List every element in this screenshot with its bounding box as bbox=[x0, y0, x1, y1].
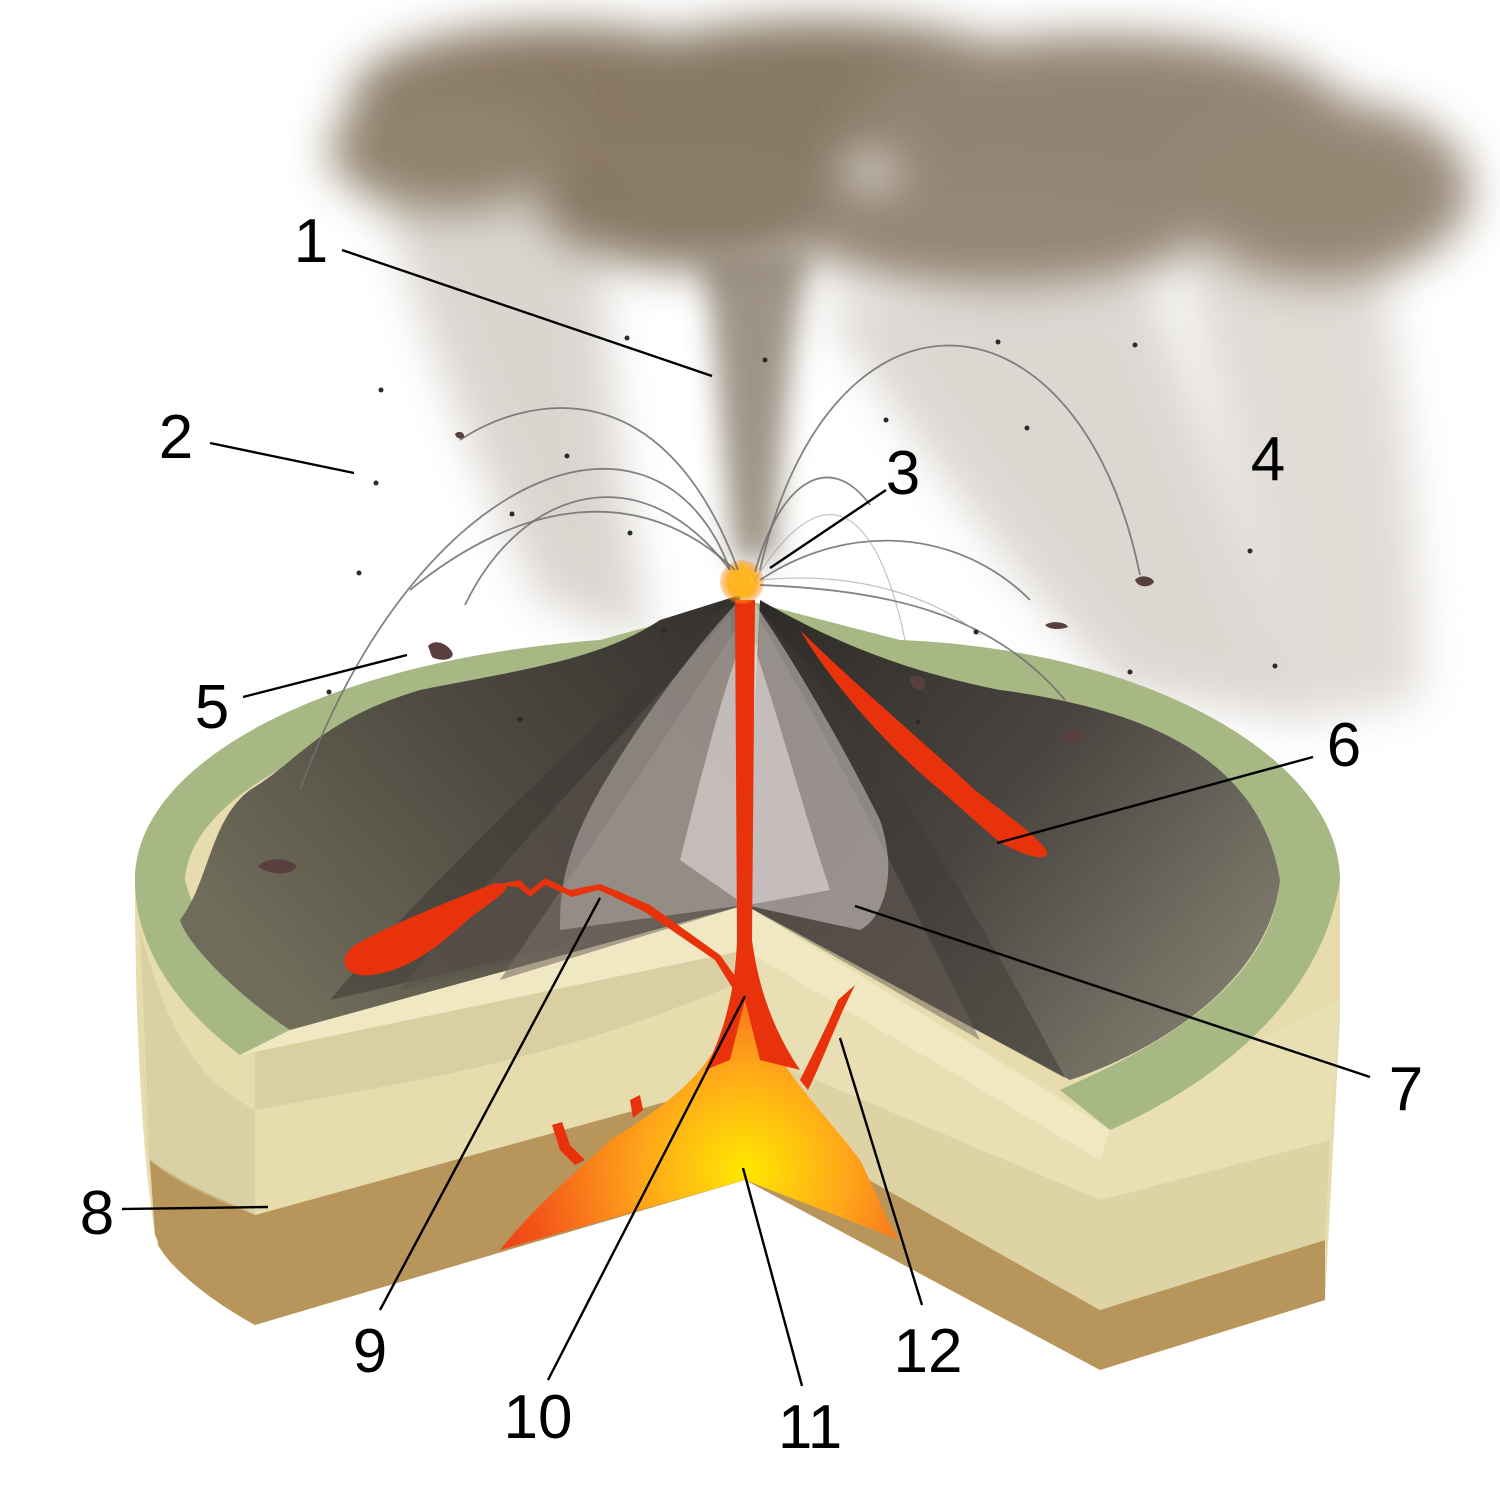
lava-flow-right bbox=[800, 630, 1048, 858]
leader-8 bbox=[121, 1205, 269, 1211]
vent-glow bbox=[720, 560, 764, 604]
lava-flow-left bbox=[344, 883, 507, 976]
callout-labels: 1 2 3 4 5 6 7 8 9 10 11 12 bbox=[80, 207, 1423, 1462]
label-8: 8 bbox=[80, 1179, 114, 1248]
label-5: 5 bbox=[195, 673, 229, 742]
label-3: 3 bbox=[886, 439, 920, 508]
label-7: 7 bbox=[1389, 1055, 1423, 1124]
label-10: 10 bbox=[504, 1383, 573, 1452]
leader-9 bbox=[378, 897, 602, 1311]
leader-lines bbox=[121, 248, 1371, 1387]
label-12: 12 bbox=[894, 1317, 963, 1386]
magma-system bbox=[495, 600, 900, 1250]
leader-7 bbox=[854, 904, 1371, 1079]
leader-5 bbox=[242, 653, 408, 699]
leader-11 bbox=[741, 1167, 804, 1387]
label-4: 4 bbox=[1251, 425, 1285, 494]
leader-10 bbox=[546, 995, 747, 1381]
label-6: 6 bbox=[1327, 711, 1361, 780]
leader-1 bbox=[341, 248, 713, 378]
label-11: 11 bbox=[778, 1393, 842, 1462]
label-9: 9 bbox=[353, 1317, 387, 1386]
label-1: 1 bbox=[294, 207, 328, 276]
ejecta-trajectories bbox=[299, 344, 1141, 791]
label-2: 2 bbox=[159, 403, 193, 472]
ash-plume bbox=[330, 20, 1470, 720]
leader-3 bbox=[769, 489, 887, 569]
ejecta-pebbles bbox=[326, 335, 1278, 725]
leader-12 bbox=[838, 1037, 924, 1306]
leader-6 bbox=[996, 755, 1314, 845]
leader-2 bbox=[209, 441, 355, 475]
volcanic-bombs bbox=[258, 431, 1154, 874]
